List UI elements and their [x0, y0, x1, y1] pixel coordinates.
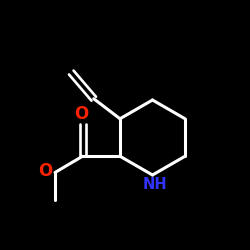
Text: NH: NH	[143, 177, 167, 192]
Text: O: O	[74, 105, 88, 123]
Text: O: O	[38, 162, 53, 180]
